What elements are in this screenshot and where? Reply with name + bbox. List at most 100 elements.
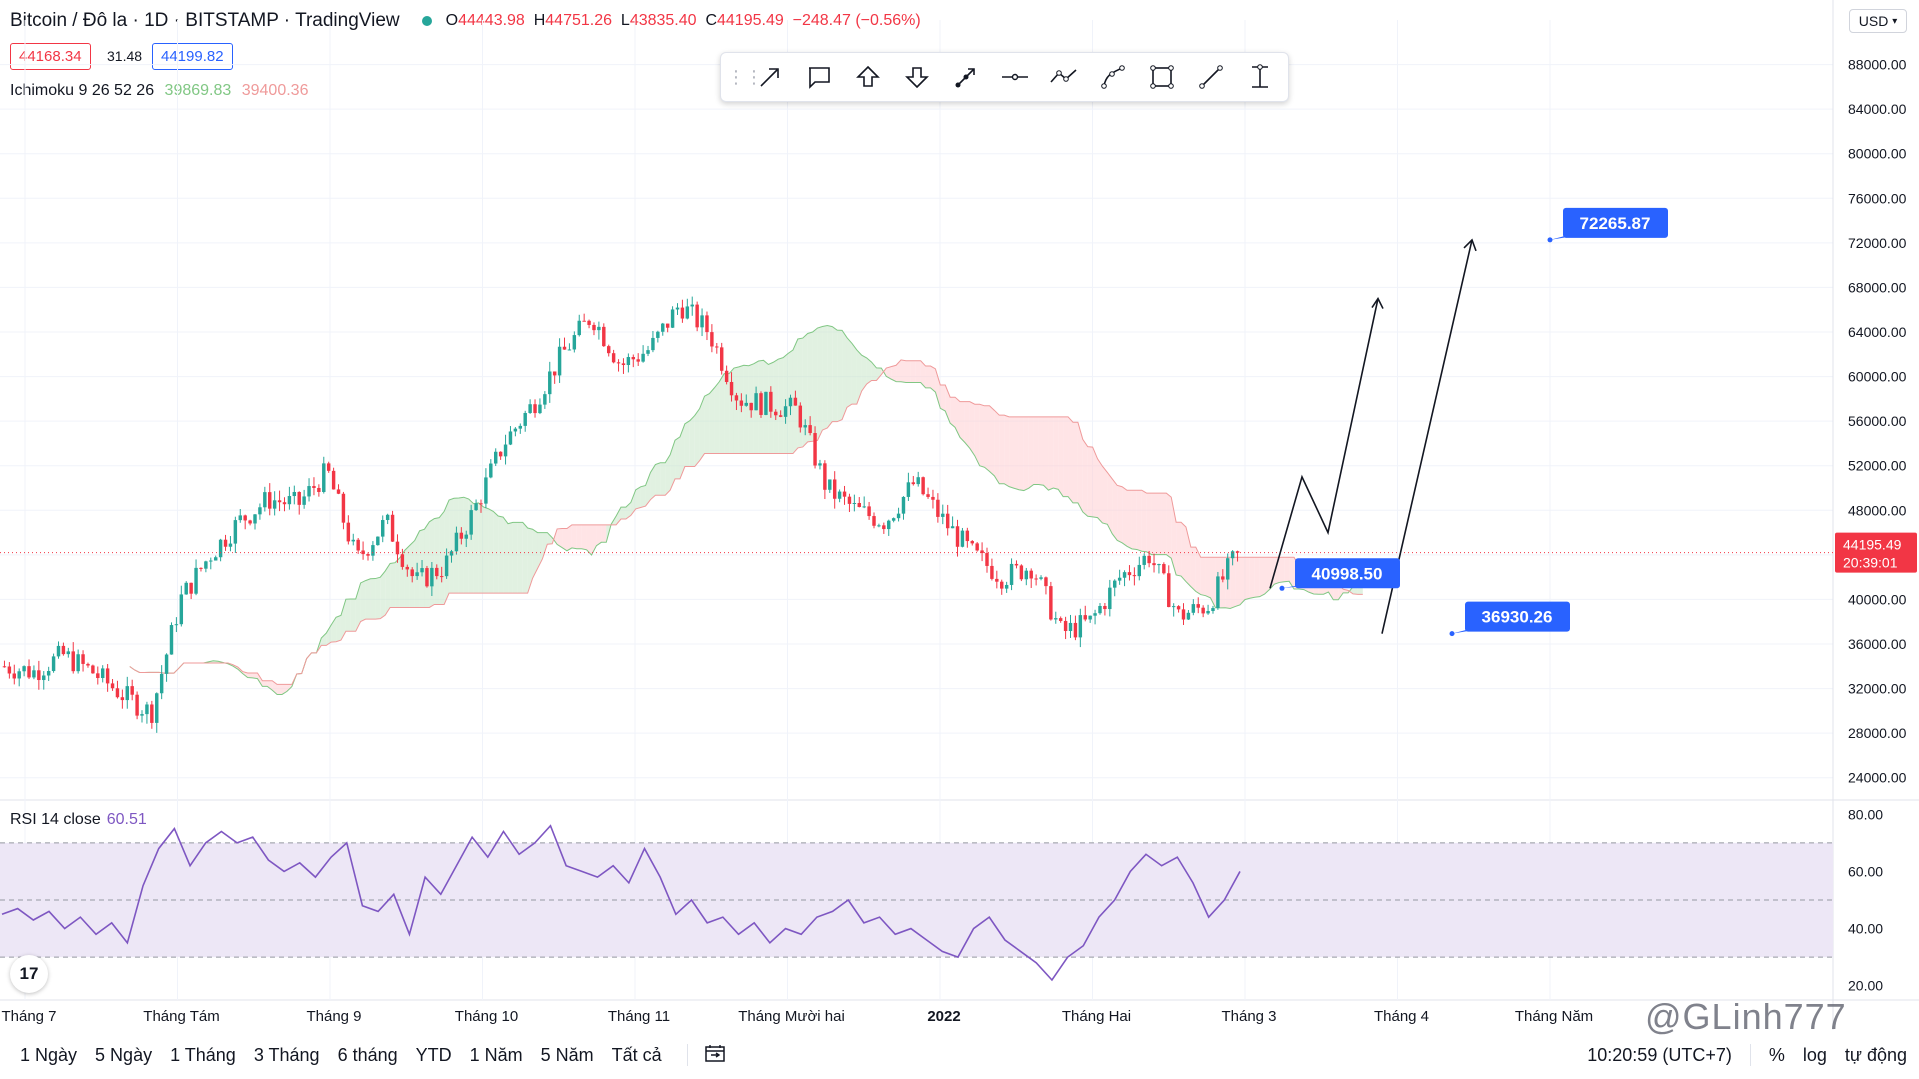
range-ytd[interactable]: YTD xyxy=(415,1044,452,1065)
candle-body xyxy=(670,309,675,328)
candle-body xyxy=(361,550,365,555)
path-icon[interactable] xyxy=(1039,55,1088,99)
candle-body xyxy=(1216,576,1220,609)
ichimoku-cloud xyxy=(390,562,396,608)
candle-body xyxy=(1230,551,1235,559)
candle-body xyxy=(489,463,493,478)
ichimoku-cloud xyxy=(562,528,567,551)
rectangle-icon[interactable] xyxy=(1137,55,1186,99)
sell-price-button[interactable]: 44168.34 xyxy=(10,43,91,70)
range-1d[interactable]: 1 Ngày xyxy=(20,1044,78,1065)
log-toggle[interactable]: log xyxy=(1802,1044,1827,1065)
candle-body xyxy=(51,656,56,672)
ichimoku-cloud xyxy=(910,360,916,383)
ichimoku-cloud xyxy=(856,349,862,405)
last-price-label xyxy=(1835,532,1917,573)
range-all[interactable]: Tất cả xyxy=(611,1044,662,1065)
ichimoku-cloud xyxy=(370,578,376,620)
price-range-icon[interactable] xyxy=(1235,55,1284,99)
ichimoku-cloud xyxy=(336,615,341,642)
arrow-down-icon[interactable] xyxy=(892,55,941,99)
candle-body xyxy=(690,304,694,307)
ichimoku-cloud xyxy=(360,580,366,622)
y-tick-label: 48000.00 xyxy=(1848,502,1907,518)
candle-body xyxy=(675,307,680,310)
ichimoku-cloud xyxy=(365,578,371,620)
candle-body xyxy=(813,433,817,466)
price-label-text: 72265.87 xyxy=(1580,214,1651,233)
candle-body xyxy=(852,502,857,504)
candle-body xyxy=(174,624,179,626)
range-5d[interactable]: 5 Ngày xyxy=(95,1044,153,1065)
ichimoku-value-2: 39400.36 xyxy=(241,82,309,99)
arrow-marker-icon[interactable] xyxy=(745,55,794,99)
candle-body xyxy=(263,492,267,508)
candle-body xyxy=(592,324,596,331)
candle-body xyxy=(1019,565,1024,580)
ichimoku-cloud xyxy=(694,408,700,467)
candle-body xyxy=(1073,622,1078,638)
candle-body xyxy=(710,332,714,347)
candle-body xyxy=(611,353,616,363)
candle-body xyxy=(533,404,537,414)
candle-body xyxy=(862,506,866,508)
ichimoku-cloud xyxy=(1136,490,1142,552)
buy-price-button[interactable]: 44199.82 xyxy=(152,43,233,70)
horizontal-line-icon[interactable] xyxy=(990,55,1039,99)
candle-body xyxy=(317,487,321,492)
range-1m[interactable]: 1 Tháng xyxy=(170,1044,236,1065)
candle-body xyxy=(1137,564,1142,577)
price-chart[interactable]: 72265.87 40998.50 36930.26 88000.00 84000.0… xyxy=(0,0,1919,1030)
candle-body xyxy=(164,654,169,674)
candle-body xyxy=(238,515,242,521)
arrow-up-icon[interactable] xyxy=(843,55,892,99)
drag-handle-icon[interactable]: ⋮⋮ xyxy=(727,66,763,87)
ichimoku-cloud xyxy=(679,423,685,479)
candle-body xyxy=(140,714,144,716)
ichimoku-cloud xyxy=(704,393,710,454)
callout-icon[interactable] xyxy=(794,55,843,99)
arrow-line-icon[interactable] xyxy=(941,55,990,99)
range-6m[interactable]: 6 tháng xyxy=(337,1044,398,1065)
ichimoku-cloud xyxy=(1014,416,1019,490)
ichimoku-cloud xyxy=(1205,557,1211,598)
range-1y[interactable]: 1 Năm xyxy=(469,1044,523,1065)
tradingview-logo-icon[interactable]: 17 xyxy=(10,955,48,993)
auto-scale-toggle[interactable]: tự động xyxy=(1844,1044,1907,1065)
candle-body xyxy=(110,683,115,689)
ichimoku-cloud xyxy=(955,397,960,438)
ichimoku-cloud xyxy=(340,599,346,641)
candle-body xyxy=(268,492,272,509)
price-label xyxy=(1563,207,1668,238)
date-range-icon[interactable] xyxy=(704,1043,726,1068)
rsi-tick-label: 20.00 xyxy=(1848,978,1883,994)
ichimoku-cloud xyxy=(842,330,847,420)
candle-body xyxy=(1167,573,1171,608)
candle-body xyxy=(1044,577,1048,587)
rsi-name: RSI 14 close xyxy=(10,811,101,828)
ichimoku-cloud xyxy=(915,360,921,383)
clock-time[interactable]: 10:20:59 (UTC+7) xyxy=(1587,1044,1732,1065)
symbol-title[interactable]: Bitcoin / Đô la · 1D · BITSTAMP · Tradin… xyxy=(10,10,400,31)
ichimoku-cloud xyxy=(1023,416,1029,491)
rsi-legend[interactable]: RSI 14 close 60.51 xyxy=(10,811,147,829)
trend-line-icon[interactable] xyxy=(1186,55,1235,99)
x-tick-label: Tháng 9 xyxy=(306,1008,361,1025)
percent-toggle[interactable]: % xyxy=(1768,1044,1785,1065)
candle-body xyxy=(415,572,419,577)
candle-body xyxy=(990,565,994,579)
x-tick-label: Tháng Năm xyxy=(1515,1008,1593,1025)
range-5y[interactable]: 5 Năm xyxy=(540,1044,594,1065)
curve-icon[interactable] xyxy=(1088,55,1137,99)
ichimoku-legend[interactable]: Ichimoku 9 26 52 26 39869.83 39400.36 xyxy=(10,82,308,100)
candle-body xyxy=(837,491,842,499)
ichimoku-cloud xyxy=(650,464,656,500)
candle-body xyxy=(385,514,390,521)
currency-select[interactable]: USD ▾ xyxy=(1849,9,1907,33)
ichimoku-cloud xyxy=(458,497,464,594)
candle-body xyxy=(896,513,901,519)
candle-body xyxy=(867,506,871,517)
ichimoku-cloud xyxy=(635,486,641,509)
range-3m[interactable]: 3 Tháng xyxy=(253,1044,320,1065)
candle-body xyxy=(336,489,341,494)
